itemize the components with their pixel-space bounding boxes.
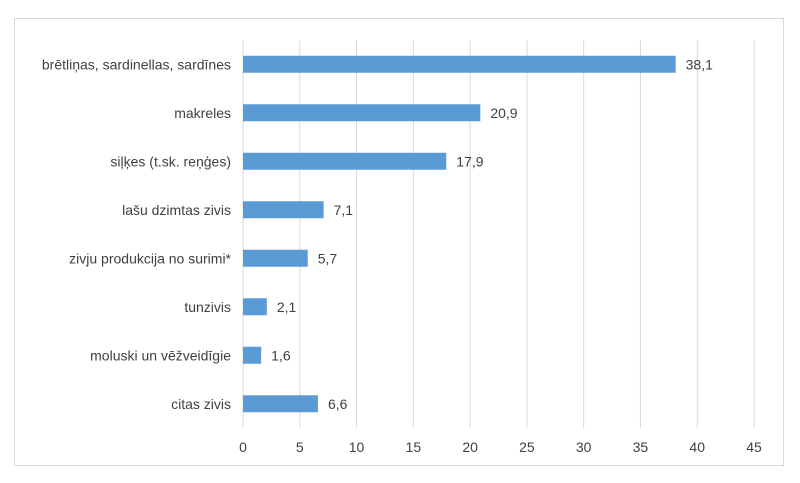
category-label: tunzivis (184, 299, 231, 315)
x-tick-label: 0 (239, 439, 247, 455)
bar (243, 346, 262, 364)
category-label: citas zivis (171, 396, 231, 412)
category-label: lašu dzimtas zivis (122, 202, 231, 218)
bar (243, 298, 267, 316)
x-tick-label: 45 (746, 439, 762, 455)
x-tick-label: 5 (296, 439, 304, 455)
data-label: 38,1 (686, 56, 713, 72)
bar (243, 201, 324, 219)
data-label: 20,9 (490, 105, 517, 121)
x-tick-label: 35 (633, 439, 649, 455)
chart-frame (14, 18, 784, 466)
data-label: 2,1 (277, 299, 297, 315)
x-tick-label: 15 (406, 439, 422, 455)
category-label: moluski un vēžveidīgie (90, 347, 231, 363)
category-label: makreles (174, 105, 231, 121)
data-label: 6,6 (328, 396, 348, 412)
bar (243, 104, 481, 122)
bar (243, 395, 318, 413)
data-label: 1,6 (271, 347, 291, 363)
bar (243, 152, 447, 170)
category-label: zivju produkcija no surimi* (69, 250, 231, 266)
x-tick-label: 20 (462, 439, 478, 455)
data-label: 5,7 (318, 250, 338, 266)
data-label: 17,9 (456, 153, 483, 169)
data-label: 7,1 (334, 202, 354, 218)
category-label: brētliņas, sardinellas, sardīnes (42, 56, 231, 72)
bar (243, 55, 676, 73)
x-tick-label: 30 (576, 439, 592, 455)
x-tick-label: 10 (349, 439, 365, 455)
x-tick-label: 25 (519, 439, 535, 455)
x-tick-label: 40 (689, 439, 705, 455)
category-label: siļķes (t.sk. reņģes) (110, 153, 231, 169)
bar (243, 249, 308, 267)
